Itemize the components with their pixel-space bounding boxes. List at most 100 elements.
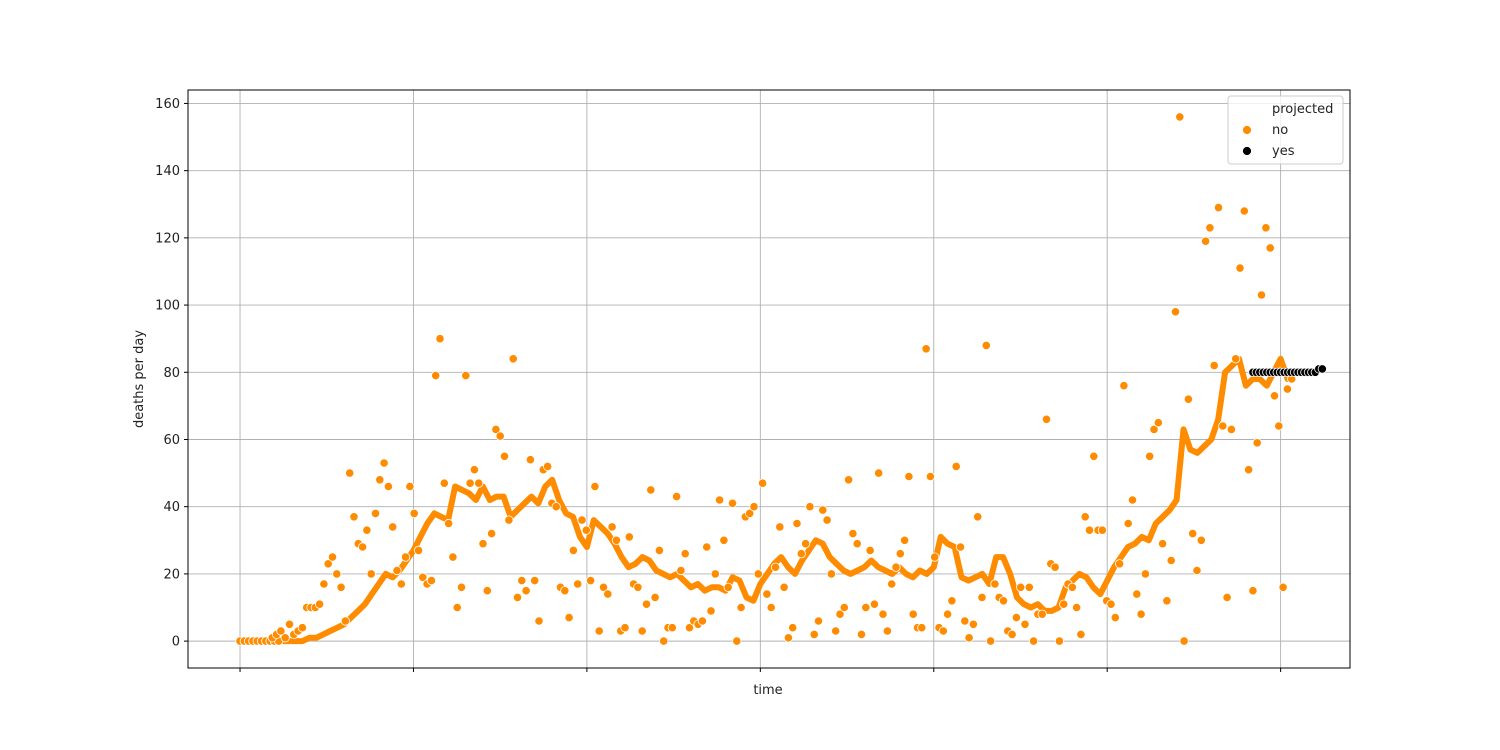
smoothed-line-layer	[237, 355, 1291, 645]
data-point	[908, 609, 918, 619]
data-point	[413, 545, 424, 556]
data-point	[887, 579, 897, 589]
data-point	[560, 586, 570, 596]
data-point	[327, 552, 338, 562]
data-point	[1269, 391, 1280, 401]
data-point	[985, 636, 996, 646]
data-point	[504, 515, 514, 525]
data-point	[667, 623, 677, 633]
data-point	[697, 616, 708, 626]
data-point	[895, 549, 905, 559]
data-point	[611, 535, 622, 545]
data-point	[1239, 206, 1249, 216]
data-point	[1007, 629, 1017, 640]
data-point	[443, 518, 454, 529]
data-point	[1192, 565, 1202, 576]
data-point	[1235, 263, 1245, 273]
data-point	[396, 579, 406, 589]
data-point	[1244, 465, 1254, 475]
data-point	[1274, 421, 1284, 431]
data-point	[775, 522, 785, 532]
data-point	[1132, 589, 1142, 599]
y-axis-label: deaths per day	[132, 330, 147, 428]
data-point	[925, 471, 936, 482]
data-point	[684, 623, 695, 633]
data-point	[1106, 599, 1116, 609]
data-point	[1231, 354, 1241, 364]
data-point	[431, 370, 441, 381]
data-point	[1179, 636, 1189, 646]
data-point	[1170, 307, 1181, 317]
data-point	[319, 579, 329, 589]
data-point	[521, 586, 531, 596]
data-point	[646, 485, 656, 495]
data-point	[899, 535, 910, 545]
legend-label-yes: yes	[1272, 144, 1295, 159]
data-point	[349, 512, 359, 522]
data-point	[607, 522, 617, 532]
data-point	[478, 539, 488, 549]
series-yes	[1248, 364, 1327, 377]
data-point	[323, 559, 333, 569]
axis-ticks: 0 20 40 60 80 100 120 140 160	[155, 97, 1282, 672]
data-point	[1029, 636, 1039, 646]
data-point	[676, 565, 686, 576]
data-point	[435, 334, 445, 344]
data-point	[1054, 636, 1065, 646]
data-point	[891, 562, 901, 572]
data-point	[659, 636, 669, 646]
data-point	[1089, 451, 1099, 461]
data-point	[452, 602, 462, 613]
data-point	[1136, 609, 1146, 619]
data-point	[783, 633, 794, 643]
data-point	[392, 565, 402, 576]
data-point	[947, 596, 957, 606]
data-point	[512, 592, 523, 603]
data-point	[1265, 243, 1275, 253]
data-point	[861, 602, 871, 613]
y-tick-label: 60	[163, 433, 180, 448]
data-point	[1016, 582, 1026, 592]
data-point	[998, 596, 1009, 606]
data-point	[542, 461, 553, 471]
data-point	[1201, 236, 1211, 246]
data-point	[1218, 421, 1228, 431]
data-point	[757, 478, 768, 488]
data-point	[517, 575, 527, 586]
data-point	[641, 599, 652, 609]
data-point	[955, 542, 966, 552]
data-point	[800, 539, 811, 549]
data-point	[332, 569, 342, 579]
data-point	[1119, 381, 1129, 391]
data-point	[818, 505, 828, 515]
data-point	[702, 542, 712, 552]
data-point	[1067, 582, 1077, 592]
data-point	[1059, 599, 1069, 609]
data-point	[409, 508, 419, 519]
data-point	[405, 481, 415, 492]
data-point	[680, 549, 690, 559]
data-point	[904, 471, 914, 482]
data-point	[921, 344, 931, 354]
data-point	[813, 616, 824, 626]
y-tick-label: 120	[155, 231, 180, 246]
data-point	[745, 508, 755, 519]
data-point	[474, 478, 484, 488]
data-point	[1205, 223, 1215, 233]
data-point	[383, 481, 393, 492]
data-point	[465, 478, 475, 488]
data-point	[852, 539, 862, 549]
data-point	[461, 370, 471, 381]
data-point	[637, 626, 647, 636]
data-point	[495, 431, 505, 441]
data-point	[379, 458, 389, 468]
data-point	[1158, 539, 1168, 549]
data-point	[671, 491, 682, 502]
data-point	[1196, 535, 1206, 545]
data-point	[1110, 612, 1120, 623]
data-point	[831, 626, 841, 636]
data-point	[1080, 512, 1090, 522]
data-point	[1140, 569, 1151, 579]
data-point	[366, 569, 376, 579]
data-point	[357, 542, 368, 552]
